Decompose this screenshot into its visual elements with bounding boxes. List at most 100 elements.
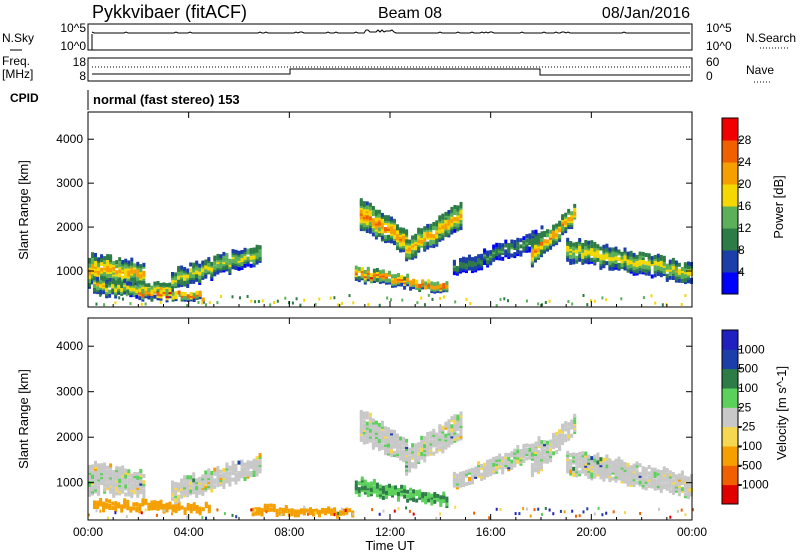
range-gate-cell	[653, 255, 657, 259]
range-gate-cell	[411, 243, 415, 248]
range-gate-cell	[243, 263, 247, 268]
range-gate-cell	[390, 239, 393, 244]
ground-scatter-cell	[378, 512, 381, 516]
range-gate-cell	[156, 281, 160, 285]
range-gate-cell	[549, 452, 553, 456]
ground-scatter-cell	[416, 301, 419, 305]
colorbar-segment	[722, 349, 738, 370]
range-gate-cell	[231, 460, 235, 465]
range-gate-cell	[121, 275, 125, 280]
range-gate-cell	[513, 252, 517, 257]
range-gate-cell	[177, 290, 181, 295]
range-gate-cell	[659, 261, 663, 265]
range-gate-cell	[237, 473, 241, 478]
range-gate-cell	[668, 275, 672, 280]
range-gate-cell	[424, 492, 428, 497]
x-tick-label: 08:00	[274, 525, 304, 539]
range-gate-cell	[447, 429, 451, 434]
range-gate-cell	[393, 444, 396, 449]
range-gate-cell	[380, 431, 384, 436]
range-gate-cell	[504, 461, 508, 465]
range-gate-cell	[659, 486, 663, 491]
range-gate-cell	[635, 470, 639, 474]
range-gate-cell	[635, 254, 639, 259]
range-gate-cell	[459, 477, 462, 482]
range-gate-cell	[102, 506, 106, 510]
range-gate-cell	[444, 441, 448, 446]
range-gate-cell	[189, 292, 193, 296]
range-gate-cell	[118, 489, 122, 494]
range-gate-cell	[412, 285, 416, 290]
range-gate-cell	[377, 209, 381, 214]
range-gate-cell	[171, 482, 174, 487]
range-gate-cell	[186, 280, 190, 285]
range-gate-cell	[687, 495, 690, 499]
range-gate-cell	[647, 253, 651, 258]
range-gate-cell	[453, 216, 457, 221]
range-gate-cell	[635, 463, 639, 468]
range-gate-cell	[617, 456, 621, 461]
range-gate-cell	[186, 487, 190, 492]
range-gate-cell	[498, 453, 502, 458]
range-gate-cell	[584, 472, 588, 476]
range-gate-cell	[231, 464, 235, 469]
range-gate-cell	[165, 292, 169, 297]
range-gate-cell	[91, 477, 94, 481]
range-gate-cell	[483, 462, 487, 467]
range-gate-cell	[525, 244, 529, 249]
range-gate-cell	[103, 272, 107, 277]
nave-tick-top: 60	[706, 55, 720, 69]
range-gate-cell	[414, 464, 418, 469]
range-gate-cell	[530, 456, 534, 461]
range-gate-cell	[450, 418, 454, 423]
range-gate-cell	[391, 489, 394, 494]
range-gate-cell	[315, 508, 318, 513]
range-gate-cell	[564, 423, 568, 428]
range-gate-cell	[103, 472, 107, 477]
range-gate-cell	[569, 461, 573, 466]
range-gate-cell	[596, 460, 600, 465]
ground-scatter-cell	[533, 508, 536, 512]
range-gate-cell	[414, 462, 418, 467]
range-gate-cell	[671, 257, 675, 262]
range-gate-cell	[139, 272, 143, 277]
range-gate-cell	[237, 460, 241, 465]
range-gate-cell	[653, 478, 657, 483]
range-gate-cell	[534, 229, 538, 234]
noise-right-tick-bottom: 10^0	[706, 39, 732, 53]
range-gate-cell	[605, 464, 609, 469]
range-gate-cell	[596, 452, 600, 457]
ground-scatter-cell	[273, 301, 275, 304]
range-gate-cell	[380, 219, 384, 224]
range-gate-cell	[429, 435, 433, 440]
range-gate-cell	[408, 239, 412, 244]
range-gate-cell	[552, 451, 556, 456]
range-gate-cell	[372, 279, 376, 283]
range-gate-cell	[427, 492, 431, 497]
range-gate-cell	[210, 488, 214, 493]
range-gate-cell	[671, 472, 675, 477]
range-gate-cell	[683, 492, 687, 497]
range-gate-cell	[465, 469, 468, 474]
range-gate-cell	[650, 274, 654, 279]
range-gate-cell	[222, 268, 226, 273]
range-gate-cell	[525, 450, 529, 454]
ground-scatter-cell	[525, 299, 528, 303]
range-gate-cell	[405, 451, 409, 456]
range-gate-cell	[381, 489, 385, 494]
range-gate-cell	[543, 442, 546, 447]
range-gate-cell	[635, 461, 639, 466]
range-gate-cell	[680, 478, 684, 483]
range-gate-cell	[432, 441, 436, 446]
range-gate-cell	[139, 471, 143, 475]
range-gate-cell	[471, 257, 474, 262]
range-gate-cell	[569, 469, 573, 474]
range-gate-cell	[406, 278, 410, 282]
range-gate-cell	[139, 488, 143, 492]
range-gate-cell	[668, 265, 672, 270]
range-gate-cell	[452, 271, 456, 276]
range-gate-cell	[662, 255, 666, 260]
range-gate-cell	[665, 267, 669, 272]
range-gate-cell	[427, 283, 431, 288]
range-gate-cell	[204, 470, 208, 475]
